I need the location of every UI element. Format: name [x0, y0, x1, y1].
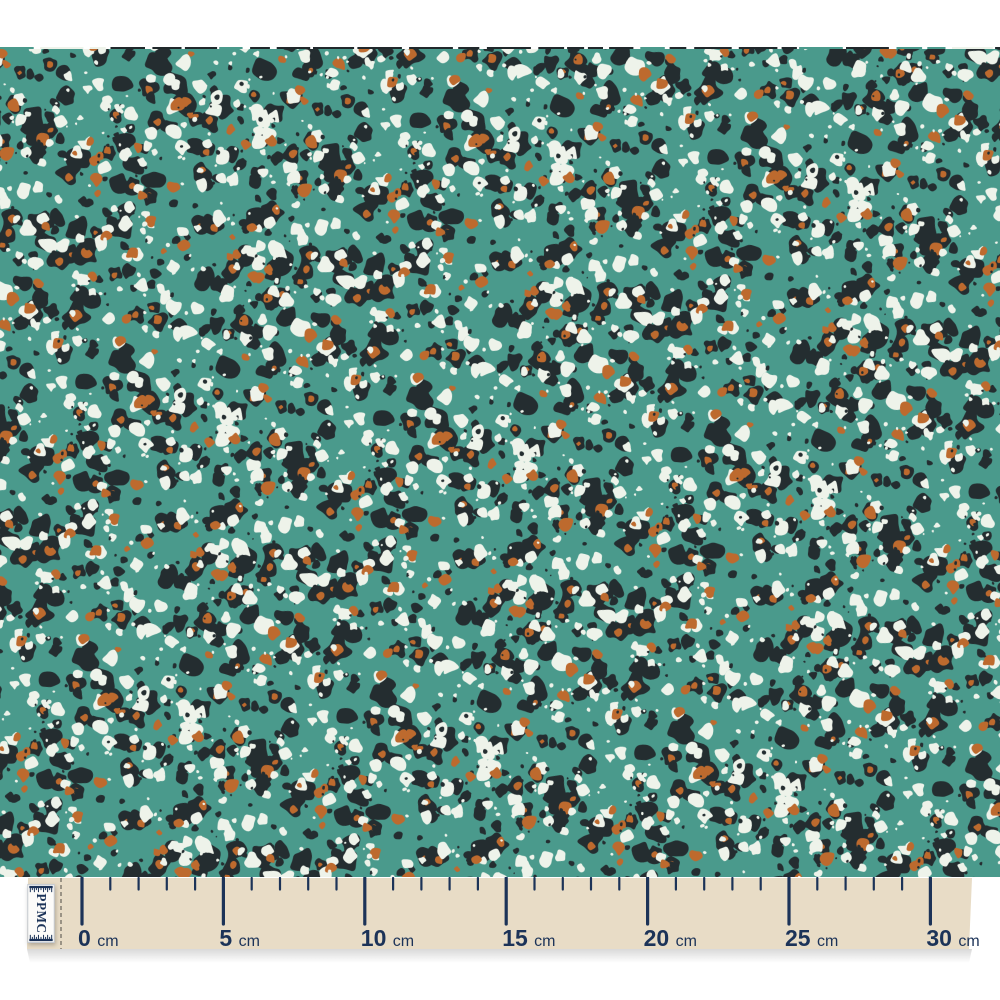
svg-text:PPMC: PPMC [34, 893, 49, 933]
svg-text:30 cm: 30 cm [926, 925, 979, 951]
